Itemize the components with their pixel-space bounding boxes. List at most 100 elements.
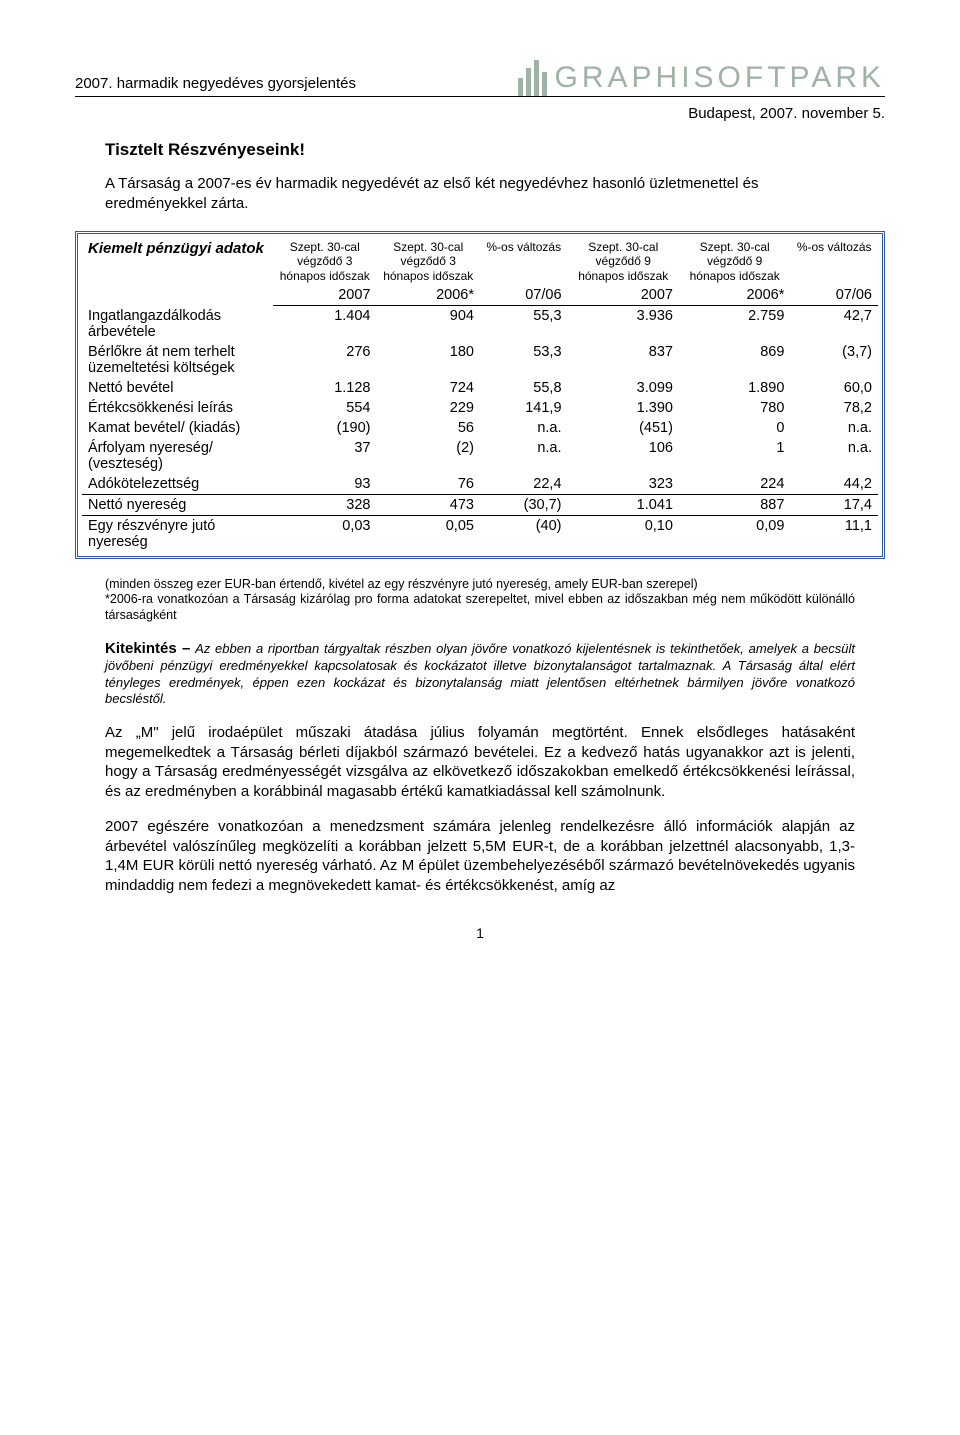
cell: 1.390	[568, 398, 679, 418]
cell: 554	[273, 398, 376, 418]
cell: (190)	[273, 418, 376, 438]
row-label: Egy részvényre jutó nyereség	[82, 515, 273, 552]
cell: 229	[377, 398, 480, 418]
cell: 887	[679, 494, 790, 515]
date-location: Budapest, 2007. november 5.	[75, 105, 885, 122]
cell: 180	[377, 342, 480, 378]
cell: 44,2	[790, 474, 878, 495]
row-label: Nettó bevétel	[82, 378, 273, 398]
cell: 1	[679, 438, 790, 474]
report-subtitle: 2007. harmadik negyedéves gyorsjelentés	[75, 75, 356, 96]
cell: 53,3	[480, 342, 568, 378]
cell: 2.759	[679, 306, 790, 342]
col-header: Szept. 30-cal végződő 9 hónapos időszak	[679, 238, 790, 285]
cell: 0,05	[377, 515, 480, 552]
row-label: Adókötelezettség	[82, 474, 273, 495]
cell: 60,0	[790, 378, 878, 398]
cell: 3.099	[568, 378, 679, 398]
outlook-lead: Kitekintés –	[105, 640, 190, 657]
body-paragraph-2: 2007 egészére vonatkozóan a menedzsment …	[105, 817, 855, 895]
col-header: Szept. 30-cal végződő 3 hónapos időszak	[377, 238, 480, 285]
cell: n.a.	[790, 418, 878, 438]
cell: n.a.	[480, 438, 568, 474]
page-number: 1	[75, 925, 885, 941]
cell: 0,10	[568, 515, 679, 552]
cell: 141,9	[480, 398, 568, 418]
logo-icon	[518, 60, 547, 96]
year-cell: 2007	[273, 285, 376, 306]
cell: 837	[568, 342, 679, 378]
cell: 3.936	[568, 306, 679, 342]
intro-paragraph: A Társaság a 2007-es év harmadik negyedé…	[105, 174, 855, 213]
col-header: %-os változás	[480, 238, 568, 285]
cell: 724	[377, 378, 480, 398]
year-cell: 07/06	[790, 285, 878, 306]
cell: 22,4	[480, 474, 568, 495]
year-cell: 2006*	[679, 285, 790, 306]
cell: 55,3	[480, 306, 568, 342]
cell: 1.128	[273, 378, 376, 398]
cell: 42,7	[790, 306, 878, 342]
cell: 276	[273, 342, 376, 378]
col-header: Szept. 30-cal végződő 3 hónapos időszak	[273, 238, 376, 285]
cell: 869	[679, 342, 790, 378]
cell: 1.404	[273, 306, 376, 342]
cell: 56	[377, 418, 480, 438]
cell: 328	[273, 494, 376, 515]
row-label: Kamat bevétel/ (kiadás)	[82, 418, 273, 438]
col-header: Szept. 30-cal végződő 9 hónapos időszak	[568, 238, 679, 285]
table-title: Kiemelt pénzügyi adatok	[82, 238, 273, 285]
cell: 17,4	[790, 494, 878, 515]
col-header: %-os változás	[790, 238, 878, 285]
row-label: Nettó nyereség	[82, 494, 273, 515]
outlook-paragraph: Kitekintés – Az ebben a riportban tárgya…	[105, 640, 855, 708]
cell: 0,03	[273, 515, 376, 552]
cell: n.a.	[790, 438, 878, 474]
cell: 224	[679, 474, 790, 495]
table-row: Ingatlangazdálkodás árbevétele1.40490455…	[82, 306, 878, 342]
table-row: Kamat bevétel/ (kiadás)(190)56n.a.(451)0…	[82, 418, 878, 438]
financial-table: Kiemelt pénzügyi adatok Szept. 30-cal vé…	[82, 238, 878, 552]
table-row: Árfolyam nyereség/ (veszteség)37(2)n.a.1…	[82, 438, 878, 474]
column-header-row: Kiemelt pénzügyi adatok Szept. 30-cal vé…	[82, 238, 878, 285]
cell: 106	[568, 438, 679, 474]
cell: 0	[679, 418, 790, 438]
cell: 11,1	[790, 515, 878, 552]
cell: 78,2	[790, 398, 878, 418]
year-row: 2007 2006* 07/06 2007 2006* 07/06	[82, 285, 878, 306]
year-cell: 2006*	[377, 285, 480, 306]
table-row: Adókötelezettség937622,432322444,2	[82, 474, 878, 495]
outlook-body: Az ebben a riportban tárgyaltak részben …	[105, 641, 855, 706]
cell: n.a.	[480, 418, 568, 438]
cell: 323	[568, 474, 679, 495]
logo-text: GRAPHISOFTPARK	[555, 61, 885, 95]
table-row: Nettó bevétel1.12872455,83.0991.89060,0	[82, 378, 878, 398]
table-row: Bérlőkre át nem terhelt üzemeltetési köl…	[82, 342, 878, 378]
cell: 0,09	[679, 515, 790, 552]
table-row: Nettó nyereség328473(30,7)1.04188717,4	[82, 494, 878, 515]
cell: 93	[273, 474, 376, 495]
cell: (30,7)	[480, 494, 568, 515]
cell: 473	[377, 494, 480, 515]
cell: 55,8	[480, 378, 568, 398]
cell: 904	[377, 306, 480, 342]
header: 2007. harmadik negyedéves gyorsjelentés …	[75, 60, 885, 97]
year-cell: 07/06	[480, 285, 568, 306]
cell: (2)	[377, 438, 480, 474]
row-label: Árfolyam nyereség/ (veszteség)	[82, 438, 273, 474]
table-row: Egy részvényre jutó nyereség0,030,05(40)…	[82, 515, 878, 552]
row-label: Értékcsökkenési leírás	[82, 398, 273, 418]
cell: (451)	[568, 418, 679, 438]
cell: 76	[377, 474, 480, 495]
cell: 1.041	[568, 494, 679, 515]
salutation: Tisztelt Részvényeseink!	[105, 140, 855, 160]
row-label: Bérlőkre át nem terhelt üzemeltetési köl…	[82, 342, 273, 378]
cell: 1.890	[679, 378, 790, 398]
year-cell: 2007	[568, 285, 679, 306]
body-paragraph-1: Az „M" jelű irodaépület műszaki átadása …	[105, 723, 855, 801]
footnote: (minden összeg ezer EUR-ban értendő, kiv…	[105, 577, 855, 624]
row-label: Ingatlangazdálkodás árbevétele	[82, 306, 273, 342]
cell: 37	[273, 438, 376, 474]
logo: GRAPHISOFTPARK	[518, 60, 885, 96]
cell: (40)	[480, 515, 568, 552]
